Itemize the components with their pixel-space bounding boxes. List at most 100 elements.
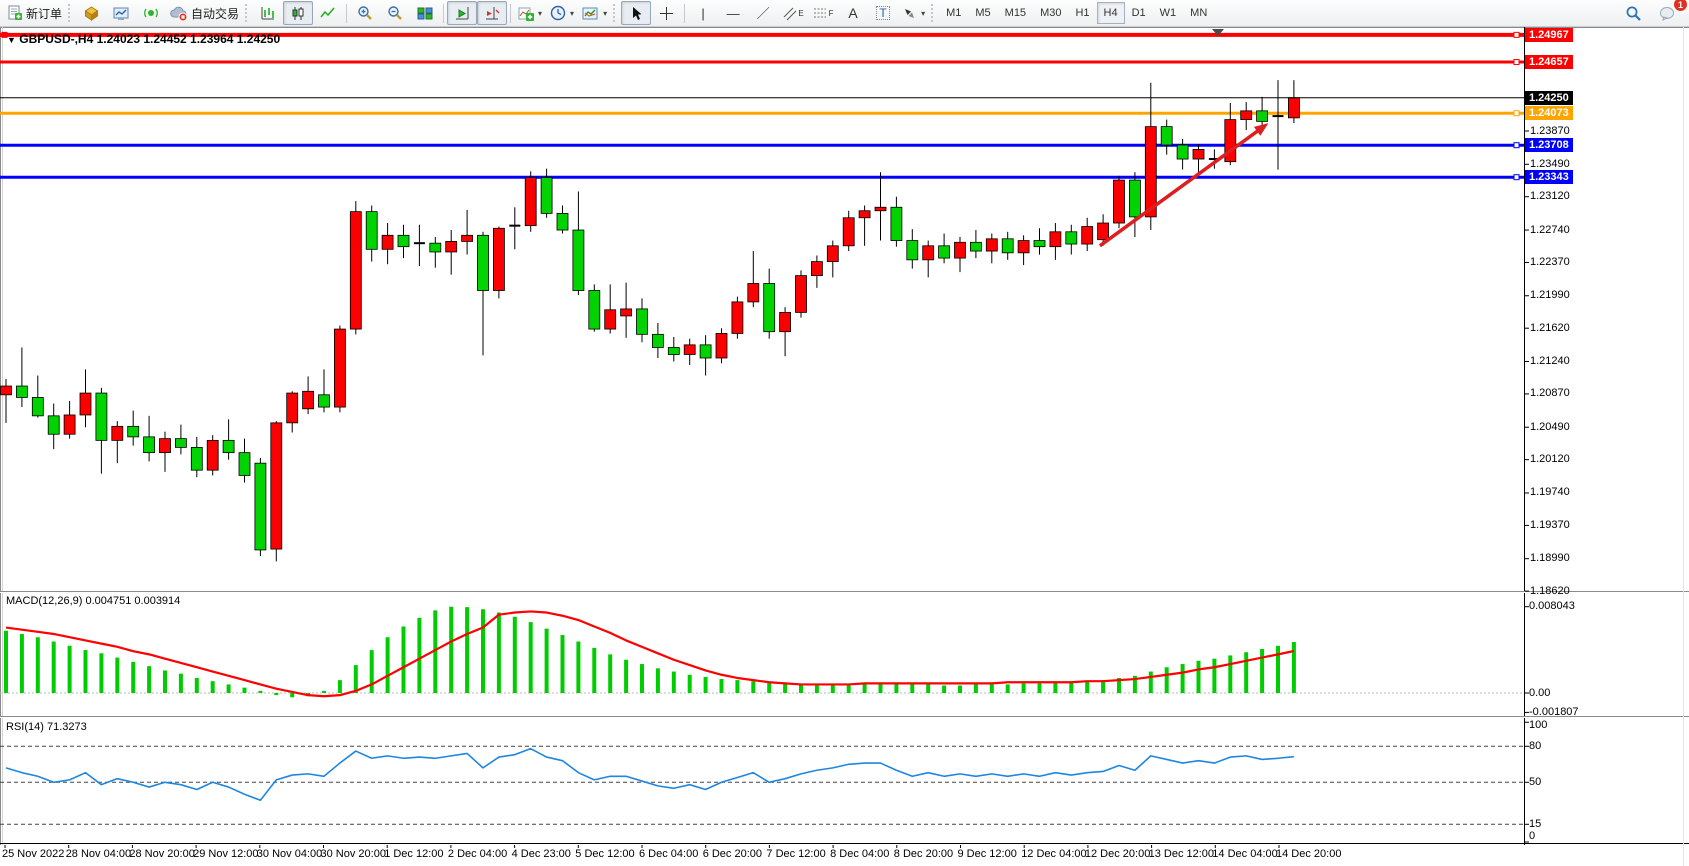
timeframe-w1-button[interactable]: W1 — [1159, 7, 1177, 19]
cursor-icon — [633, 6, 642, 20]
bar-chart-button[interactable] — [253, 1, 283, 25]
time-axis-label: 5 Dec 12:00 — [575, 848, 635, 860]
new-order-button[interactable]: 新订单 — [3, 1, 66, 25]
indicators-icon — [518, 7, 535, 21]
time-axis-label: 30 Nov 20:00 — [320, 848, 386, 860]
trendline-tool-button[interactable]: ／ — [748, 1, 778, 25]
one-click-trading-toggle[interactable]: ▼ — [7, 35, 16, 45]
rsi-plot[interactable] — [0, 718, 1524, 843]
macd-axis-label: 0.00 — [1529, 686, 1551, 699]
timeframe-h4-button[interactable]: H4 — [1096, 2, 1125, 24]
text-tool-button[interactable]: A — [838, 1, 868, 25]
time-axis-label: 2 Dec 04:00 — [447, 848, 508, 860]
toolbar-gripper — [68, 4, 74, 22]
time-axis-label: 30 Nov 04:00 — [256, 848, 323, 860]
periods-button[interactable]: ▾ — [546, 1, 578, 25]
indicators-button[interactable]: ▾ — [514, 1, 546, 25]
chart-shift-icon — [486, 6, 500, 19]
fibonacci-tool-button[interactable]: F — [808, 1, 838, 25]
price-tick-label: 1.23120 — [1530, 190, 1570, 203]
rsi-indicator-label[interactable]: RSI(14) 71.3273 — [6, 721, 87, 733]
toolbar-separator — [443, 3, 445, 23]
chart-shift-button[interactable] — [477, 1, 508, 25]
timeframe-m30-button[interactable]: M30 — [1040, 7, 1062, 19]
time-axis-label: 8 Dec 20:00 — [893, 848, 954, 860]
price-tick-label: 1.20490 — [1530, 420, 1570, 433]
macd-indicator-label[interactable]: MACD(12,26,9) 0.004751 0.003914 — [6, 595, 181, 607]
main-chart-plot[interactable] — [0, 28, 1524, 592]
market-depth-button[interactable] — [76, 1, 106, 25]
time-axis-label: 7 Dec 12:00 — [766, 848, 826, 860]
timeframe-m15-button[interactable]: M15 — [1004, 7, 1027, 19]
vertical-line-tool-button[interactable]: | — [688, 1, 718, 25]
search-button[interactable] — [1618, 1, 1648, 25]
auto-trading-label: 自动交易 — [191, 6, 240, 21]
channel-icon — [784, 7, 797, 20]
line-chart-button[interactable] — [313, 1, 343, 25]
search-icon — [1626, 6, 1641, 21]
fibonacci-suffix: F — [828, 8, 834, 18]
arrows-dropdown-caret: ▾ — [921, 8, 926, 18]
timeframe-mn-button[interactable]: MN — [1190, 7, 1208, 19]
macd-plot[interactable] — [0, 593, 1524, 716]
price-line-tag[interactable]: 1.24657 — [1525, 55, 1573, 70]
toolbar-gripper — [613, 4, 619, 22]
notifications-button[interactable]: 1 — [1652, 0, 1688, 25]
toolbar-separator — [684, 3, 686, 23]
zoom-out-button[interactable] — [380, 1, 410, 25]
signals-button[interactable] — [136, 1, 166, 25]
tile-windows-button[interactable] — [410, 1, 440, 25]
line-chart-icon — [320, 7, 335, 17]
time-axis-label: 28 Nov 04:00 — [65, 848, 132, 860]
horizontal-line-tool-button[interactable]: — — [718, 1, 748, 25]
macd-axis-label: 0.008043 — [1529, 600, 1575, 613]
rsi-axis-label: 0 — [1529, 829, 1536, 842]
rsi-axis-label: 50 — [1529, 775, 1542, 788]
timeframe-h1-button[interactable]: H1 — [1075, 7, 1090, 19]
market-watch-button[interactable] — [106, 1, 136, 25]
price-line-tag[interactable]: 1.24967 — [1525, 27, 1573, 42]
templates-button[interactable]: ▾ — [578, 1, 611, 25]
time-axis-label: 29 Nov 12:00 — [193, 848, 259, 860]
channel-tool-button[interactable]: E — [778, 1, 808, 25]
clock-icon — [550, 5, 566, 21]
chat-bubble-icon — [1659, 6, 1674, 21]
timeframe-m5-button[interactable]: M5 — [975, 7, 991, 19]
arrows-tool-button[interactable]: ▾ — [898, 1, 929, 25]
cursor-tool-button[interactable] — [621, 1, 652, 25]
crosshair-icon — [659, 6, 673, 20]
auto-trading-button[interactable]: 自动交易 — [166, 1, 243, 25]
chart-title: ▼ GBPUSD-,H4 1.24023 1.24452 1.23964 1.2… — [7, 32, 280, 46]
crosshair-tool-button[interactable] — [651, 1, 681, 25]
timeframe-m1-button[interactable]: M1 — [946, 7, 962, 19]
time-axis-label: 14 Dec 04:00 — [1212, 848, 1278, 860]
time-axis-label: 4 Dec 23:00 — [511, 848, 571, 860]
price-line-tag[interactable]: 1.23343 — [1525, 170, 1573, 185]
time-axis-label: 28 Nov 20:00 — [129, 848, 195, 860]
notification-badge: 1 — [1673, 0, 1688, 12]
time-axis-label: 12 Dec 04:00 — [1021, 848, 1087, 860]
price-line-tag[interactable]: 1.23708 — [1525, 138, 1573, 153]
price-tick-label: 1.23490 — [1530, 157, 1570, 170]
timeframe-d1-button[interactable]: D1 — [1131, 7, 1146, 19]
auto-scroll-button[interactable] — [447, 1, 478, 25]
time-axis-label: 6 Dec 04:00 — [639, 848, 699, 860]
autotrading-icon — [170, 6, 188, 21]
price-tick-label: 1.21990 — [1530, 289, 1570, 302]
auto-scroll-icon — [456, 6, 469, 19]
price-line-tag[interactable]: 1.24073 — [1525, 106, 1573, 121]
price-tick-label: 1.20870 — [1530, 387, 1570, 400]
toolbar-separator — [510, 3, 512, 23]
bar-chart-icon — [261, 6, 275, 19]
toolbar-gripper — [931, 4, 937, 22]
trendline-icon: ／ — [756, 5, 770, 21]
zoom-in-button[interactable] — [350, 1, 380, 25]
time-axis-label: 14 Dec 20:00 — [1276, 848, 1342, 860]
text-label-tool-button[interactable]: T — [868, 1, 898, 25]
price-line-tag[interactable]: 1.24250 — [1525, 90, 1573, 105]
text-tool-icon: A — [848, 5, 858, 21]
zoom-in-icon — [358, 6, 372, 20]
candlestick-chart-button[interactable] — [283, 1, 314, 25]
